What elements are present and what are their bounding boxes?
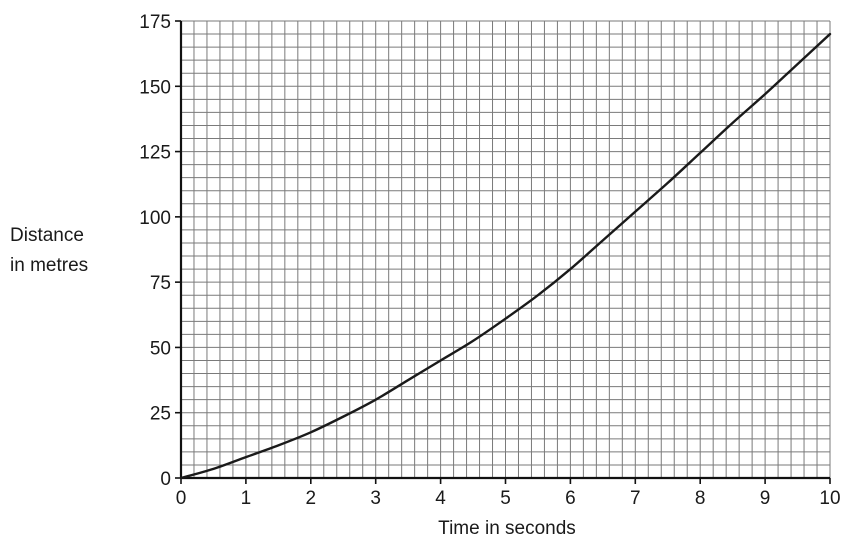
y-tick-label: 75 <box>150 273 171 294</box>
x-tick-labels: 0 1 2 3 4 5 6 7 8 9 10 <box>176 488 841 509</box>
x-tick-label: 10 <box>819 488 840 509</box>
x-tick-label: 6 <box>565 488 576 509</box>
y-tick-labels: 0 25 50 75 100 125 150 175 <box>139 12 171 490</box>
y-tick-label: 150 <box>139 77 171 98</box>
x-tick-label: 0 <box>176 488 187 509</box>
x-tick-label: 9 <box>760 488 771 509</box>
y-tick-label: 175 <box>139 12 171 33</box>
y-axis-title-line-1: Distance <box>10 225 84 246</box>
x-tick-label: 5 <box>500 488 511 509</box>
x-tick-label: 8 <box>695 488 706 509</box>
x-tick-label: 3 <box>370 488 381 509</box>
x-tick-label: 2 <box>306 488 317 509</box>
x-tick-label: 7 <box>630 488 641 509</box>
y-tick-label: 25 <box>150 404 171 425</box>
x-axis-title: Time in seconds <box>438 518 576 539</box>
x-tick-label: 1 <box>241 488 252 509</box>
tick-marks <box>175 20 831 484</box>
y-axis-title-line-2: in metres <box>10 255 88 276</box>
distance-curve <box>179 32 832 480</box>
y-tick-label: 50 <box>150 338 171 359</box>
series <box>179 32 832 480</box>
grid <box>180 20 831 479</box>
y-tick-label: 125 <box>139 143 171 164</box>
x-tick-label: 4 <box>435 488 446 509</box>
y-tick-label: 100 <box>139 208 171 229</box>
y-tick-label: 0 <box>160 469 171 490</box>
